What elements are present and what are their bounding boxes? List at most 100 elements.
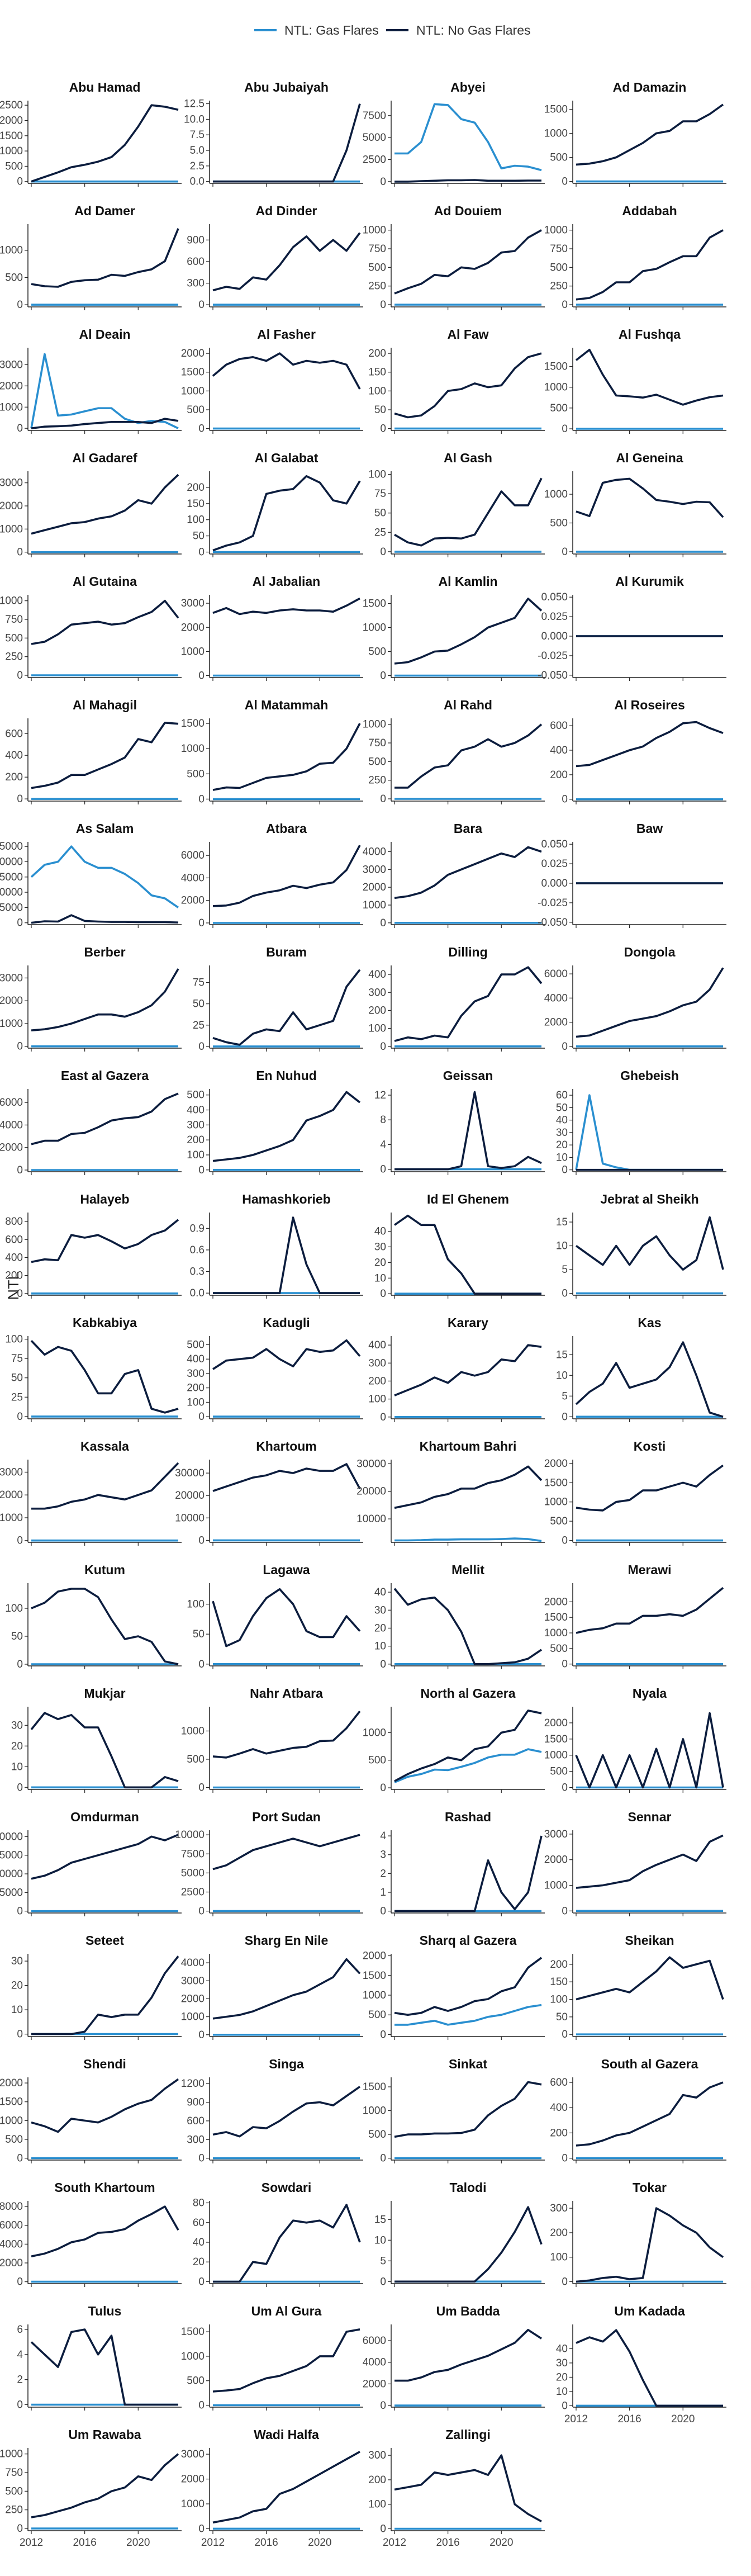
y-tick-label: 0 — [198, 2399, 205, 2411]
panel-title: Dilling — [448, 945, 487, 959]
y-tick-label: 500 — [5, 632, 23, 644]
panel-title: Al Kurumik — [615, 574, 684, 589]
y-tick-label: 6000 — [0, 1097, 23, 1109]
legend-label-no-gas-flares: NTL: No Gas Flares — [416, 23, 531, 37]
panel-title: Mukjar — [84, 1686, 125, 1701]
y-tick-label: 250 — [5, 651, 23, 663]
panel-title: Hamashkorieb — [242, 1192, 331, 1206]
y-tick-label: 3000 — [363, 864, 386, 875]
y-tick-label: 1000 — [0, 2115, 23, 2127]
y-tick-label: 2500 — [181, 1886, 205, 1898]
y-tick-label: 900 — [187, 234, 205, 246]
y-tick-label: 40 — [556, 2343, 568, 2355]
y-tick-label: 6000 — [181, 850, 205, 861]
y-tick-label: 1500 — [544, 1612, 568, 1623]
y-tick-label: 5.0 — [190, 145, 205, 157]
y-tick-label: 0 — [17, 1164, 23, 1176]
legend: NTL: Gas Flares NTL: No Gas Flares — [254, 23, 531, 37]
panel-title: Karary — [448, 1315, 488, 1330]
series-line-no-gas-flares — [576, 1587, 724, 1634]
series-line-no-gas-flares — [212, 723, 361, 791]
y-tick-label: 75 — [11, 1353, 23, 1365]
panel-title: Atbara — [266, 821, 307, 836]
y-tick-label: 2 — [17, 2374, 23, 2386]
panel-al-kurumik: Al Kurumik -0.050 -0.025 0.000 0.025 0.050 — [538, 574, 726, 681]
series-line-no-gas-flares — [576, 229, 724, 301]
series-line-no-gas-flares — [212, 597, 360, 615]
panel-port-sudan: Port Sudan 0 2500 5000 7500 10000 — [175, 1810, 363, 1917]
y-tick-label: 10.0 — [184, 113, 205, 125]
y-tick-label: 2000 — [0, 500, 23, 512]
panel-sennar: Sennar 0 1000 2000 3000 — [544, 1810, 726, 1917]
panel-title: Bara — [454, 821, 482, 836]
panel-title: Buram — [266, 945, 307, 959]
panel-kas: Kas 0 5 10 15 — [556, 1315, 726, 1423]
y-tick-label: 1000 — [363, 1727, 386, 1739]
y-tick-label: 2000 — [0, 1142, 23, 1154]
y-tick-label: 500 — [187, 1339, 205, 1351]
y-tick-label: 0 — [562, 1782, 568, 1794]
y-tick-label: 10 — [556, 1240, 568, 1252]
panel-al-fasher: Al Fasher 0 500 1000 1500 2000 — [181, 327, 363, 435]
y-tick-label: 400 — [187, 1353, 205, 1365]
series-line-no-gas-flares — [31, 914, 179, 924]
y-tick-label: 4000 — [363, 846, 386, 858]
panel-title: Al Jabalian — [253, 574, 320, 589]
panel-title: Al Galabat — [255, 451, 319, 465]
y-tick-label: 0.050 — [541, 839, 568, 850]
series-line-no-gas-flares — [394, 1710, 542, 1782]
y-tick-label: 0 — [380, 1659, 386, 1670]
y-tick-label: 600 — [550, 2077, 568, 2089]
y-tick-label: 2000 — [0, 115, 23, 126]
y-tick-label: 1500 — [544, 361, 568, 372]
y-tick-label: 0 — [17, 2399, 23, 2411]
y-tick-label: 20000 — [357, 1486, 386, 1498]
x-tick-label: 2012 — [20, 2537, 43, 2549]
panel-title: Ad Damazin — [613, 80, 687, 94]
series-line-no-gas-flares — [576, 967, 724, 1038]
y-tick-label: 10000 — [0, 1868, 23, 1880]
panel-khartoum-bahri: Khartoum Bahri 10000 20000 30000 — [357, 1439, 545, 1546]
y-tick-label: 500 — [5, 2134, 23, 2146]
series-line-no-gas-flares — [394, 598, 543, 665]
panel-title: Ghebeish — [620, 1068, 679, 1083]
y-tick-label: 0 — [562, 2400, 568, 2412]
panel-mukjar: Mukjar 0 10 20 30 — [11, 1686, 182, 1793]
y-tick-label: 300 — [550, 2203, 568, 2214]
panel-title: Al Fushqa — [619, 327, 681, 342]
y-tick-label: 0 — [17, 1411, 23, 1423]
series-line-no-gas-flares — [212, 1091, 361, 1162]
panel-kabkabiya: Kabkabiya 0 25 50 75 100 — [5, 1315, 182, 1423]
series-line-no-gas-flares — [31, 2453, 179, 2518]
series-line-no-gas-flares — [576, 2207, 724, 2283]
y-tick-label: 500 — [5, 2485, 23, 2497]
y-tick-label: 0 — [198, 1659, 205, 1670]
panel-title: Id El Ghenem — [427, 1192, 509, 1206]
y-tick-label: -0.050 — [538, 670, 568, 681]
series-line-no-gas-flares — [31, 1834, 179, 1880]
y-tick-label: 10000 — [357, 1513, 386, 1525]
y-tick-label: 75 — [374, 488, 386, 500]
y-tick-label: 0 — [380, 299, 386, 311]
y-axis-title: NTL — [5, 1271, 22, 1300]
y-tick-label: 50 — [556, 2011, 568, 2023]
y-tick-label: 0 — [380, 1164, 386, 1176]
y-tick-label: 6000 — [363, 2335, 386, 2347]
y-tick-label: 400 — [550, 2102, 568, 2114]
series-line-no-gas-flares — [394, 179, 541, 183]
y-tick-label: 30 — [374, 1241, 386, 1253]
y-tick-label: 1000 — [544, 1627, 568, 1639]
panel-al-geneina: Al Geneina 0 500 1000 — [544, 451, 726, 558]
y-tick-label: 200 — [187, 482, 205, 494]
y-tick-label: 0 — [380, 1412, 386, 1423]
series-line-no-gas-flares — [31, 228, 179, 288]
y-tick-label: 200 — [550, 2227, 568, 2239]
y-tick-label: 20 — [374, 1622, 386, 1634]
panel-title: Addabah — [622, 203, 677, 218]
y-tick-label: 500 — [550, 152, 568, 164]
panel-title: Um Al Gura — [251, 2304, 322, 2318]
series-line-no-gas-flares — [576, 1464, 724, 1512]
y-tick-label: 0 — [380, 176, 386, 188]
y-tick-label: 0 — [380, 1041, 386, 1053]
y-tick-label: 0 — [17, 1906, 23, 1917]
